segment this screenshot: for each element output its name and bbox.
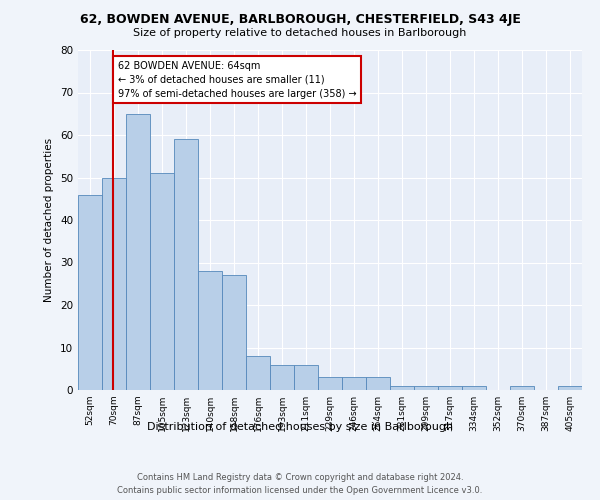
Bar: [366, 377, 390, 390]
Text: Size of property relative to detached houses in Barlborough: Size of property relative to detached ho…: [133, 28, 467, 38]
Bar: [246, 356, 270, 390]
Bar: [414, 386, 438, 390]
Text: Contains public sector information licensed under the Open Government Licence v3: Contains public sector information licen…: [118, 486, 482, 495]
Bar: [198, 271, 222, 390]
Bar: [126, 114, 150, 390]
Bar: [174, 139, 198, 390]
Text: Distribution of detached houses by size in Barlborough: Distribution of detached houses by size …: [147, 422, 453, 432]
Bar: [558, 386, 582, 390]
Bar: [222, 275, 246, 390]
Bar: [78, 194, 102, 390]
Text: Contains HM Land Registry data © Crown copyright and database right 2024.: Contains HM Land Registry data © Crown c…: [137, 472, 463, 482]
Bar: [318, 377, 342, 390]
Bar: [150, 174, 174, 390]
Bar: [270, 364, 294, 390]
Bar: [102, 178, 126, 390]
Bar: [438, 386, 462, 390]
Bar: [510, 386, 534, 390]
Text: 62, BOWDEN AVENUE, BARLBOROUGH, CHESTERFIELD, S43 4JE: 62, BOWDEN AVENUE, BARLBOROUGH, CHESTERF…: [80, 12, 520, 26]
Bar: [294, 364, 318, 390]
Bar: [342, 377, 366, 390]
Bar: [390, 386, 414, 390]
Y-axis label: Number of detached properties: Number of detached properties: [44, 138, 55, 302]
Bar: [462, 386, 486, 390]
Text: 62 BOWDEN AVENUE: 64sqm
← 3% of detached houses are smaller (11)
97% of semi-det: 62 BOWDEN AVENUE: 64sqm ← 3% of detached…: [118, 60, 356, 98]
